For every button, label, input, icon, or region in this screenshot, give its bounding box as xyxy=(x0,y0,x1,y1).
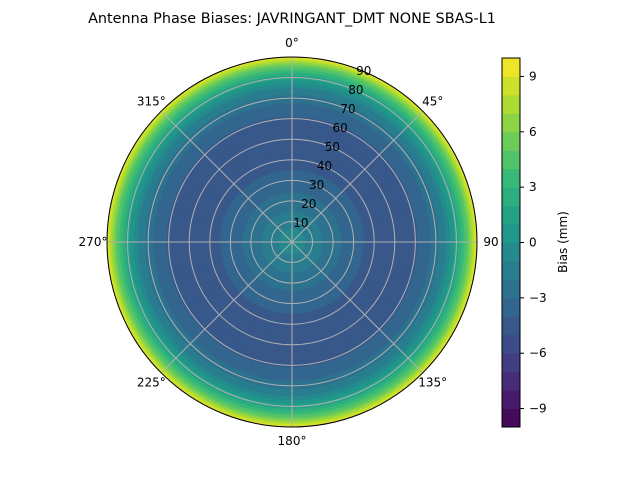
colorbar-tick-label: 0 xyxy=(529,236,537,250)
colorbar-level xyxy=(502,297,520,317)
colorbar-tick-label: −9 xyxy=(529,402,547,416)
chart-title: Antenna Phase Biases: JAVRINGANT_DMT NON… xyxy=(88,11,496,27)
colorbar-level xyxy=(502,390,520,410)
colorbar-tick-label: 9 xyxy=(529,69,537,83)
colorbar-level xyxy=(502,316,520,336)
zenith-tick-label: 60 xyxy=(333,121,348,135)
colorbar-level xyxy=(502,76,520,96)
zenith-tick-label: 20 xyxy=(301,197,316,211)
zenith-tick-labels: 10 20 30 40 50 60 70 80 90 xyxy=(293,64,371,230)
colorbar-level xyxy=(502,408,520,428)
zenith-tick-label: 30 xyxy=(309,178,324,192)
zenith-tick-label: 90 xyxy=(356,64,371,78)
azimuth-tick-label: 90 xyxy=(483,235,498,249)
azimuth-gridline xyxy=(160,241,293,374)
azimuth-tick-label: 225° xyxy=(137,376,166,390)
azimuth-tick-labels: 0° 45° 90 135° 180° 225° 270° 315° xyxy=(79,36,499,448)
azimuth-tick-label: 315° xyxy=(137,94,166,108)
colorbar-label: Bias (mm) xyxy=(556,211,570,273)
colorbar xyxy=(501,57,521,428)
colorbar-level xyxy=(502,242,520,262)
colorbar-level xyxy=(502,371,520,391)
azimuth-gridline xyxy=(291,241,424,374)
colorbar-level xyxy=(502,168,520,188)
zenith-tick-label: 70 xyxy=(340,102,355,116)
colorbar-tick-label: 3 xyxy=(529,180,537,194)
colorbar-tick-label: −3 xyxy=(529,291,547,305)
azimuth-tick-label: 135° xyxy=(418,376,447,390)
colorbar-tick-label: −6 xyxy=(529,346,547,360)
colorbar-level xyxy=(502,150,520,170)
azimuth-tick-label: 180° xyxy=(278,434,307,448)
colorbar-ticks: −9 −6 −3 0 3 6 9 xyxy=(520,69,547,416)
colorbar-level xyxy=(502,260,520,280)
zenith-tick-label: 50 xyxy=(325,140,340,154)
colorbar-tick-label: 6 xyxy=(529,125,537,139)
azimuth-tick-label: 45° xyxy=(422,94,443,108)
colorbar-level xyxy=(502,279,520,299)
colorbar-level xyxy=(502,187,520,207)
colorbar-level xyxy=(502,113,520,133)
colorbar-level xyxy=(502,353,520,373)
polar-grid xyxy=(106,56,478,428)
zenith-tick-label: 40 xyxy=(317,159,332,173)
azimuth-gridline xyxy=(291,110,424,243)
colorbar-level xyxy=(502,131,520,151)
colorbar-level xyxy=(502,334,520,354)
colorbar-level xyxy=(502,205,520,225)
colorbar-level xyxy=(502,224,520,243)
colorbar-level xyxy=(502,94,520,114)
zenith-tick-label: 80 xyxy=(348,83,363,97)
azimuth-tick-label: 0° xyxy=(285,36,299,50)
colorbar-level xyxy=(502,58,520,77)
azimuth-gridline xyxy=(160,110,293,243)
polar-frame xyxy=(106,56,478,428)
azimuth-tick-label: 270° xyxy=(79,235,108,249)
zenith-tick-label: 10 xyxy=(293,216,308,230)
